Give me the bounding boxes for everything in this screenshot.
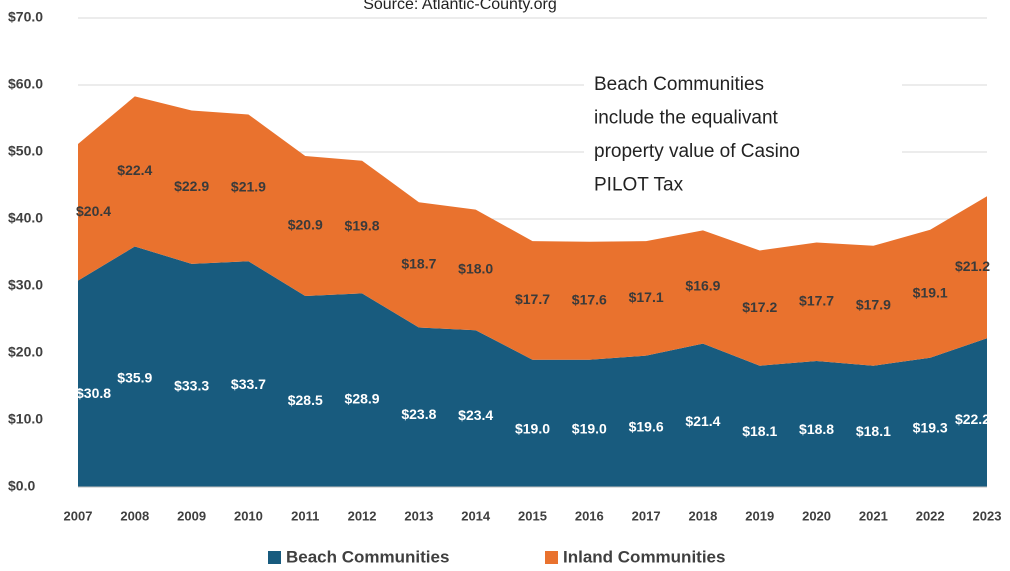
x-tick-label: 2022 bbox=[916, 508, 945, 523]
data-label: $17.9 bbox=[856, 296, 891, 312]
area bbox=[78, 96, 987, 366]
data-label: $18.0 bbox=[458, 261, 493, 277]
y-tick-label: $50.0 bbox=[8, 143, 43, 159]
y-tick-label: $0.0 bbox=[8, 478, 35, 494]
data-label: $17.6 bbox=[572, 291, 607, 307]
data-label: $20.9 bbox=[288, 217, 323, 233]
data-label: $33.3 bbox=[174, 377, 209, 393]
data-label: $23.8 bbox=[401, 406, 436, 422]
data-label: $20.4 bbox=[76, 203, 111, 219]
x-tick-label: 2013 bbox=[404, 508, 433, 523]
data-label: $19.0 bbox=[572, 420, 607, 436]
annotation: Beach Communities bbox=[594, 74, 764, 95]
x-tick-label: 2008 bbox=[120, 508, 149, 523]
area bbox=[78, 246, 987, 487]
data-label: $17.7 bbox=[515, 291, 550, 307]
x-tick-label: 2021 bbox=[859, 508, 888, 523]
data-label: $30.8 bbox=[76, 385, 111, 401]
data-label: $19.1 bbox=[913, 284, 948, 300]
x-tick-label: 2012 bbox=[348, 508, 377, 523]
chart-subtitle: Source: Atlantic-County.org bbox=[363, 0, 557, 13]
annotation: property value of Casino bbox=[594, 141, 800, 162]
y-tick-label: $30.0 bbox=[8, 277, 43, 293]
x-tick-label: 2017 bbox=[632, 508, 661, 523]
legend-label: Beach Communities bbox=[286, 547, 449, 566]
annotation-box bbox=[584, 66, 902, 206]
y-tick-label: $20.0 bbox=[8, 344, 43, 360]
data-label: $17.1 bbox=[629, 289, 664, 305]
data-label: $22.2 bbox=[955, 411, 990, 427]
annotation: include the equalivant bbox=[594, 108, 779, 129]
data-label: $16.9 bbox=[685, 278, 720, 294]
data-label: $35.9 bbox=[117, 369, 152, 385]
data-label: $18.1 bbox=[856, 423, 891, 439]
y-tick-label: $10.0 bbox=[8, 411, 43, 427]
data-label: $19.6 bbox=[629, 419, 664, 435]
legend-swatch bbox=[545, 551, 558, 564]
data-label: $23.4 bbox=[458, 407, 493, 423]
legend-swatch bbox=[268, 551, 281, 564]
y-tick-label: $40.0 bbox=[8, 210, 43, 226]
y-tick-label: $70.0 bbox=[8, 9, 43, 25]
x-tick-label: 2014 bbox=[461, 508, 491, 523]
x-tick-label: 2023 bbox=[973, 508, 1002, 523]
y-tick-label: $60.0 bbox=[8, 76, 43, 92]
data-label: $21.4 bbox=[685, 413, 720, 429]
data-label: $21.9 bbox=[231, 179, 266, 195]
legend-label: Inland Communities bbox=[563, 547, 725, 566]
x-tick-label: 2011 bbox=[291, 508, 319, 523]
x-tick-label: 2010 bbox=[234, 508, 263, 523]
data-label: $33.7 bbox=[231, 376, 266, 392]
data-label: $17.2 bbox=[742, 299, 777, 315]
data-label: $28.5 bbox=[288, 392, 323, 408]
data-label: $19.3 bbox=[913, 420, 948, 436]
data-label: $21.2 bbox=[955, 258, 990, 274]
x-tick-label: 2015 bbox=[518, 508, 547, 523]
x-tick-label: 2018 bbox=[688, 508, 717, 523]
data-label: $18.8 bbox=[799, 421, 834, 437]
x-tick-label: 2007 bbox=[64, 508, 93, 523]
data-label: $28.9 bbox=[345, 391, 380, 407]
data-label: $18.1 bbox=[742, 423, 777, 439]
x-tick-label: 2020 bbox=[802, 508, 831, 523]
data-label: $19.8 bbox=[345, 218, 380, 234]
x-tick-label: 2009 bbox=[177, 508, 206, 523]
x-tick-label: 2019 bbox=[745, 508, 774, 523]
data-label: $22.4 bbox=[117, 162, 152, 178]
data-label: $22.9 bbox=[174, 178, 209, 194]
x-tick-label: 2016 bbox=[575, 508, 604, 523]
data-label: $19.0 bbox=[515, 420, 550, 436]
annotation: PILOT Tax bbox=[594, 175, 684, 196]
data-label: $18.7 bbox=[401, 256, 436, 272]
data-label: $17.7 bbox=[799, 292, 834, 308]
